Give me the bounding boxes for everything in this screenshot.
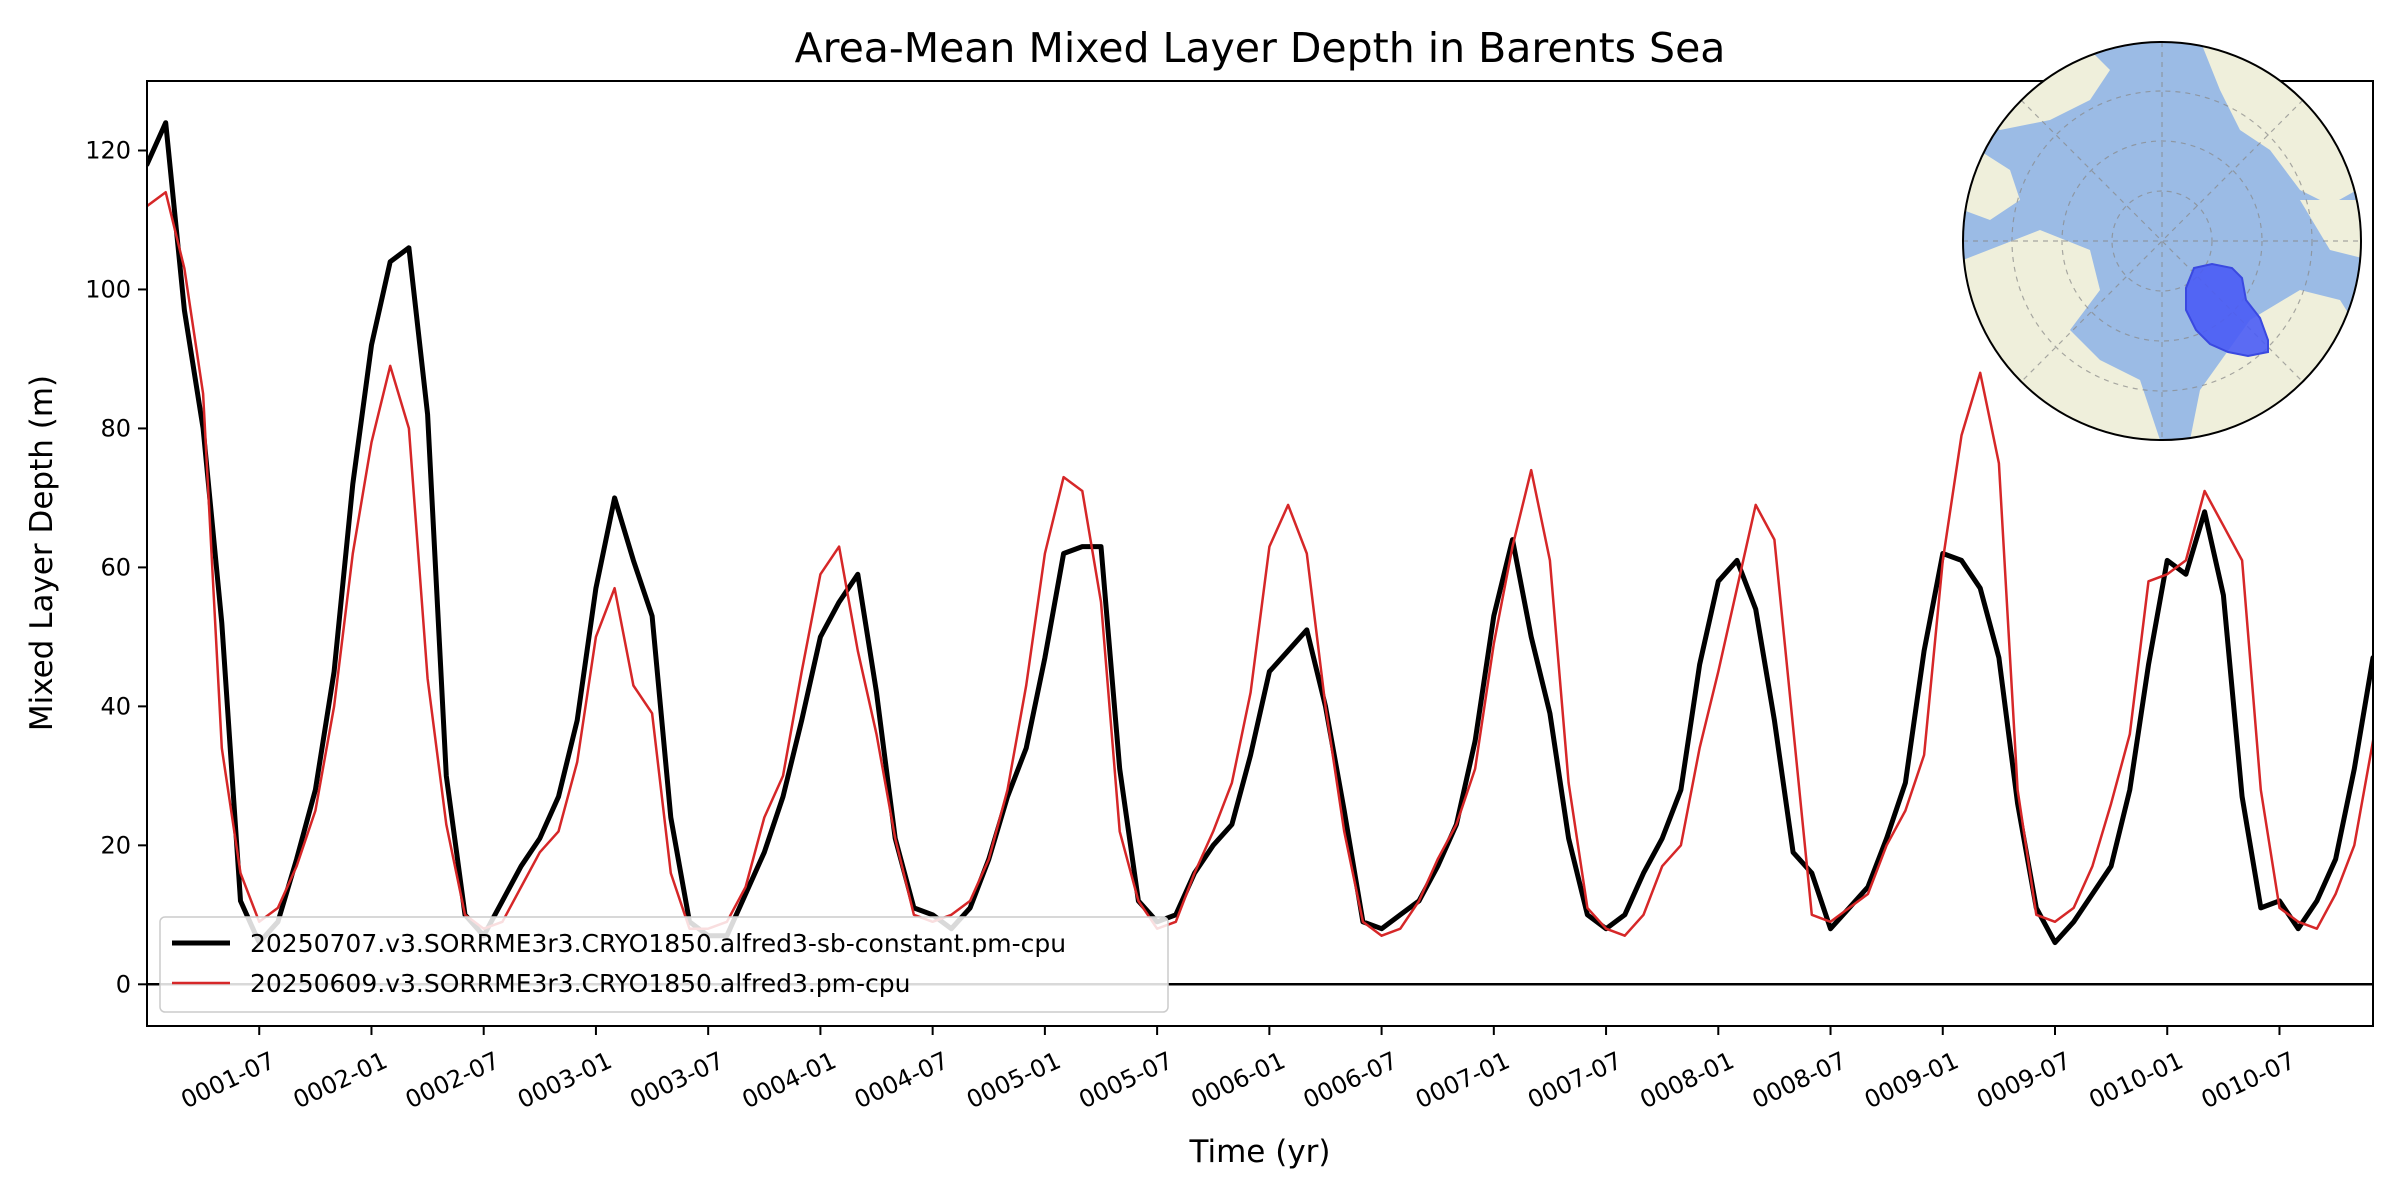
y-axis: 0 20 40 60 80 100 120 — [85, 136, 147, 998]
x-tick-label: 0002-07 — [401, 1046, 504, 1114]
y-tick-label: 100 — [85, 275, 131, 303]
x-tick-label: 0007-07 — [1523, 1046, 1626, 1114]
x-tick-label: 0008-01 — [1636, 1046, 1739, 1114]
x-tick-label: 0003-07 — [626, 1046, 729, 1114]
x-tick-label: 0009-01 — [1860, 1046, 1963, 1114]
legend: 20250707.v3.SORRME3r3.CRYO1850.alfred3-s… — [159, 916, 1169, 1013]
x-tick-label: 0010-01 — [2085, 1046, 2188, 1114]
legend-box — [159, 916, 1169, 1013]
x-axis: 0001-07 0002-01 0002-07 0003-01 0003-07 0004-… — [177, 1026, 2300, 1114]
chart-title: Area-Mean Mixed Layer Depth in Barents S… — [795, 24, 1726, 72]
x-tick-label: 0010-07 — [2197, 1046, 2300, 1114]
plot-frame — [146, 80, 2374, 1027]
x-tick-label: 0006-01 — [1187, 1046, 1290, 1114]
inset-region-map — [1962, 41, 2362, 441]
x-axis-label: Time (yr) — [1189, 1134, 1331, 1170]
series-line-sb-constant — [147, 120, 2373, 946]
y-axis-label: Mixed Layer Depth (m) — [24, 375, 60, 731]
y-tick-label: 60 — [100, 553, 131, 581]
x-tick-label: 0001-07 — [177, 1046, 280, 1114]
y-tick-label: 20 — [100, 831, 131, 859]
x-tick-label: 0004-07 — [850, 1046, 953, 1114]
map-border — [1962, 41, 2362, 441]
x-tick-label: 0004-01 — [738, 1046, 841, 1114]
x-tick-label: 0007-01 — [1411, 1046, 1514, 1114]
y-tick-label: 120 — [85, 136, 131, 164]
x-tick-label: 0009-07 — [1972, 1046, 2075, 1114]
x-tick-label: 0002-01 — [289, 1046, 392, 1114]
legend-label-alfred3: 20250609.v3.SORRME3r3.CRYO1850.alfred3.p… — [250, 969, 911, 998]
y-tick-label: 40 — [100, 692, 131, 720]
y-tick-label: 80 — [100, 414, 131, 442]
map-highlight-region — [2185, 262, 2269, 358]
x-tick-label: 0003-01 — [513, 1046, 616, 1114]
series-lines — [147, 120, 2373, 946]
x-tick-label: 0005-07 — [1075, 1046, 1178, 1114]
series-line-alfred3 — [147, 190, 2373, 937]
x-tick-label: 0008-07 — [1748, 1046, 1851, 1114]
x-tick-label: 0006-07 — [1299, 1046, 1402, 1114]
legend-label-sb-constant: 20250707.v3.SORRME3r3.CRYO1850.alfred3-s… — [250, 929, 1066, 958]
y-tick-label: 0 — [116, 970, 131, 998]
x-tick-label: 0005-01 — [962, 1046, 1065, 1114]
